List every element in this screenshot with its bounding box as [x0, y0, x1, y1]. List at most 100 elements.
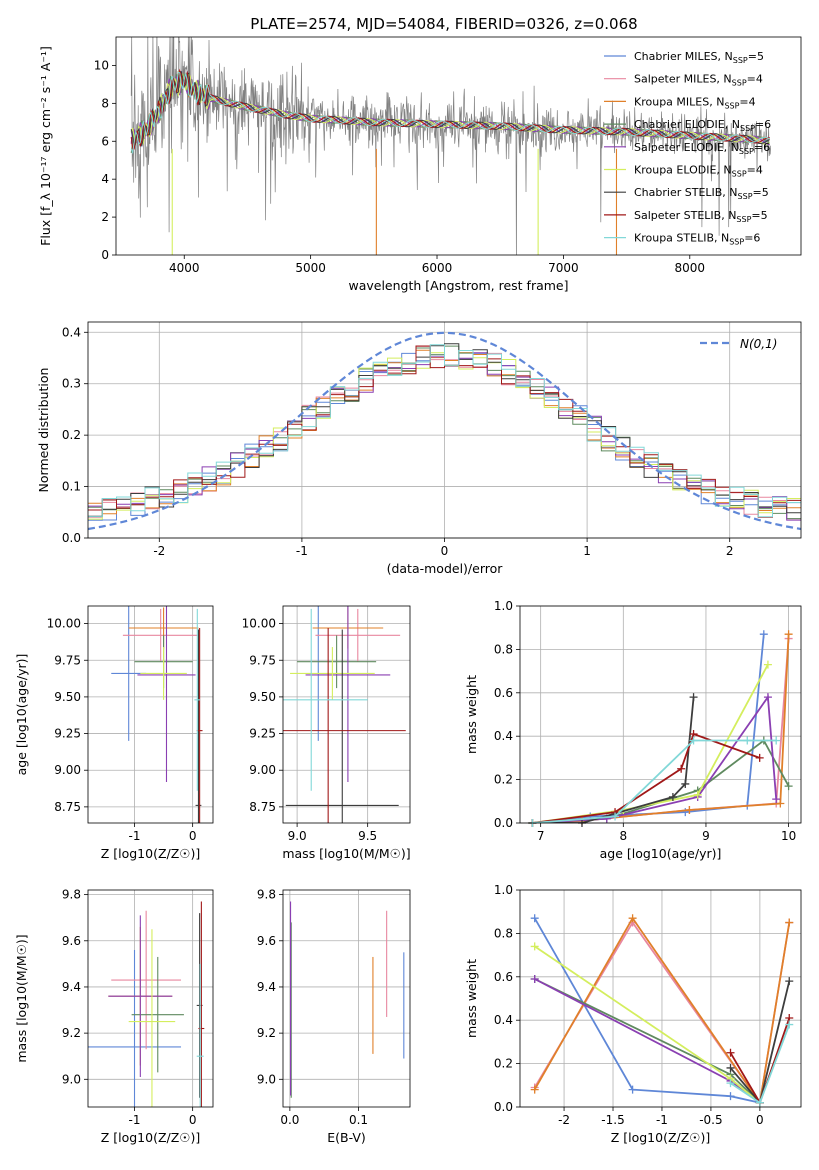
y-tick-label: 9.25: [249, 727, 276, 741]
y-tick-label: 0.4: [494, 1013, 513, 1027]
y-tick-label: 9.8: [62, 888, 81, 902]
x-tick-label: -1.5: [601, 1113, 624, 1127]
y-axis-label: Flux [f_λ 10⁻¹⁷ erg cm⁻² s⁻¹ A⁻¹]: [38, 46, 53, 246]
mass-vs-Z-panel: -1 0 9.0 9.2 9.4 9.6 9.8 Z [log10(Z/Z☉)] mass [l…: [14, 888, 214, 1145]
mass-weight-marker: [759, 630, 768, 639]
x-axis-label: Z [log10(Z/Z☉)]: [101, 1130, 201, 1145]
mass-weight-marker: [530, 974, 539, 983]
y-tick-label: 0.4: [62, 325, 81, 339]
y-axis-label: age [log10(age/yr)]: [14, 654, 29, 776]
x-tick-label: 6000: [422, 261, 453, 275]
mass-weight-marker: [628, 914, 637, 923]
mass-weight-marker: [677, 764, 686, 773]
x-axis-label: Z [log10(Z/Z☉)]: [611, 1130, 711, 1145]
normal-curve: [88, 331, 801, 531]
x-axis-label: Z [log10(Z/Z☉)]: [101, 846, 201, 861]
y-tick-label: 0.0: [494, 1100, 513, 1114]
x-tick-label: 2: [726, 544, 734, 558]
legend-entry: Chabrier STELIB, NSSP=5: [634, 186, 769, 201]
y-tick-label: 10.00: [242, 617, 276, 631]
legend-entry: Salpeter ELODIE, NSSP=6: [634, 141, 770, 156]
legend-entry: Salpeter STELIB, NSSP=5: [634, 209, 768, 224]
y-tick-label: 0.0: [62, 531, 81, 545]
legend-entry: Chabrier MILES, NSSP=5: [634, 50, 764, 65]
age-vs-mass-panel: 9.0 9.5 8.75 9.00 9.25 9.50 9.75 10.00 mass [log…: [242, 605, 411, 861]
y-tick-label: 9.6: [62, 934, 81, 948]
legend-entry: Salpeter MILES, NSSP=4: [634, 73, 763, 88]
x-tick-label: 4000: [169, 261, 200, 275]
mass-weight-marker: [743, 736, 752, 745]
y-tick-label: 0.2: [62, 428, 81, 442]
y-tick-label: 9.4: [257, 980, 276, 994]
y-tick-label: 9.6: [257, 934, 276, 948]
mass-weight-marker: [689, 736, 698, 745]
y-tick-label: 4: [101, 172, 109, 186]
mass-weight-marker: [681, 779, 690, 788]
y-tick-label: 10.00: [47, 617, 81, 631]
y-axis-label: mass [log10(M/M☉)]: [14, 934, 29, 1062]
x-tick-label: -1: [129, 829, 141, 843]
x-tick-label: 0: [189, 1113, 197, 1127]
mass-weight-marker: [693, 790, 702, 799]
mass-weight-marker: [530, 1085, 539, 1094]
y-tick-label: 0.4: [494, 729, 513, 743]
y-tick-label: 9.2: [257, 1026, 276, 1040]
residual-histogram: [88, 344, 801, 518]
y-axis-label: Normed distribution: [36, 368, 51, 493]
y-tick-label: 9.2: [62, 1026, 81, 1040]
mass-weight-vs-age-panel: 7 8 9 10 0.0 0.2 0.4 0.6 0.8 1.0 age [log10(age/yr…: [464, 599, 802, 861]
age-vs-Z-panel: -1 0 8.75 9.00 9.25 9.50 9.75 10.00 Z [log10(Z/Z…: [14, 605, 214, 861]
y-tick-label: 9.8: [257, 888, 276, 902]
y-tick-label: 9.25: [54, 727, 81, 741]
mass-weight-marker: [772, 795, 781, 804]
mass-weight-marker: [784, 782, 793, 791]
y-tick-label: 0.3: [62, 377, 81, 391]
x-axis-label: (data-model)/error: [387, 561, 504, 576]
y-tick-label: 9.0: [62, 1072, 81, 1086]
residual-histogram: [88, 345, 801, 518]
legend-entry: Kroupa STELIB, NSSP=6: [634, 232, 760, 247]
y-tick-label: 9.00: [54, 763, 81, 777]
mass-weight-line: [532, 739, 777, 823]
y-tick-label: 8: [101, 96, 109, 110]
axes-frame: [87, 605, 214, 824]
model-fit-line: [130, 72, 770, 146]
x-axis-label: age [log10(age/yr)]: [600, 846, 722, 861]
legend-entry: Kroupa MILES, NSSP=4: [634, 95, 756, 110]
y-tick-label: 1.0: [494, 883, 513, 897]
mass-weight-marker: [785, 918, 794, 927]
y-tick-label: 10: [94, 58, 109, 72]
mass-weight-marker: [685, 805, 694, 814]
model-fit-line: [130, 71, 770, 155]
y-tick-label: 9.0: [257, 1072, 276, 1086]
mass-vs-EBV-panel: 0.0 0.1 9.0 9.2 9.4 9.6 9.8 E(B-V): [257, 888, 411, 1145]
y-tick-label: 0.2: [494, 773, 513, 787]
figure-title: PLATE=2574, MJD=54084, FIBERID=0326, z=0…: [250, 15, 637, 33]
x-tick-label: -2: [558, 1113, 570, 1127]
mass-weight-marker: [726, 1063, 735, 1072]
mass-weight-marker: [681, 808, 690, 817]
mass-weight-marker: [530, 942, 539, 951]
legend-entry: N(0,1): [740, 337, 777, 351]
mass-weight-marker: [755, 1098, 764, 1107]
y-tick-label: 8.75: [249, 800, 276, 814]
y-tick-label: 0.1: [62, 480, 81, 494]
mass-weight-marker: [530, 914, 539, 923]
y-tick-label: 0: [101, 248, 109, 262]
mass-weight-marker: [628, 1085, 637, 1094]
axes-frame: [282, 605, 411, 824]
axes-frame: [282, 889, 411, 1108]
mass-weight-marker: [772, 736, 781, 745]
x-tick-label: 9.5: [358, 829, 377, 843]
y-tick-label: 9.50: [249, 690, 276, 704]
x-tick-label: 0.1: [349, 1113, 368, 1127]
legend-entry: Chabrier ELODIE, NSSP=6: [634, 118, 771, 133]
x-tick-label: -1: [296, 544, 308, 558]
x-tick-label: -0.5: [699, 1113, 722, 1127]
x-tick-label: -1: [129, 1113, 141, 1127]
x-tick-label: 0: [189, 829, 197, 843]
x-axis-label: E(B-V): [327, 1130, 366, 1145]
axes-frame: [87, 889, 214, 1108]
